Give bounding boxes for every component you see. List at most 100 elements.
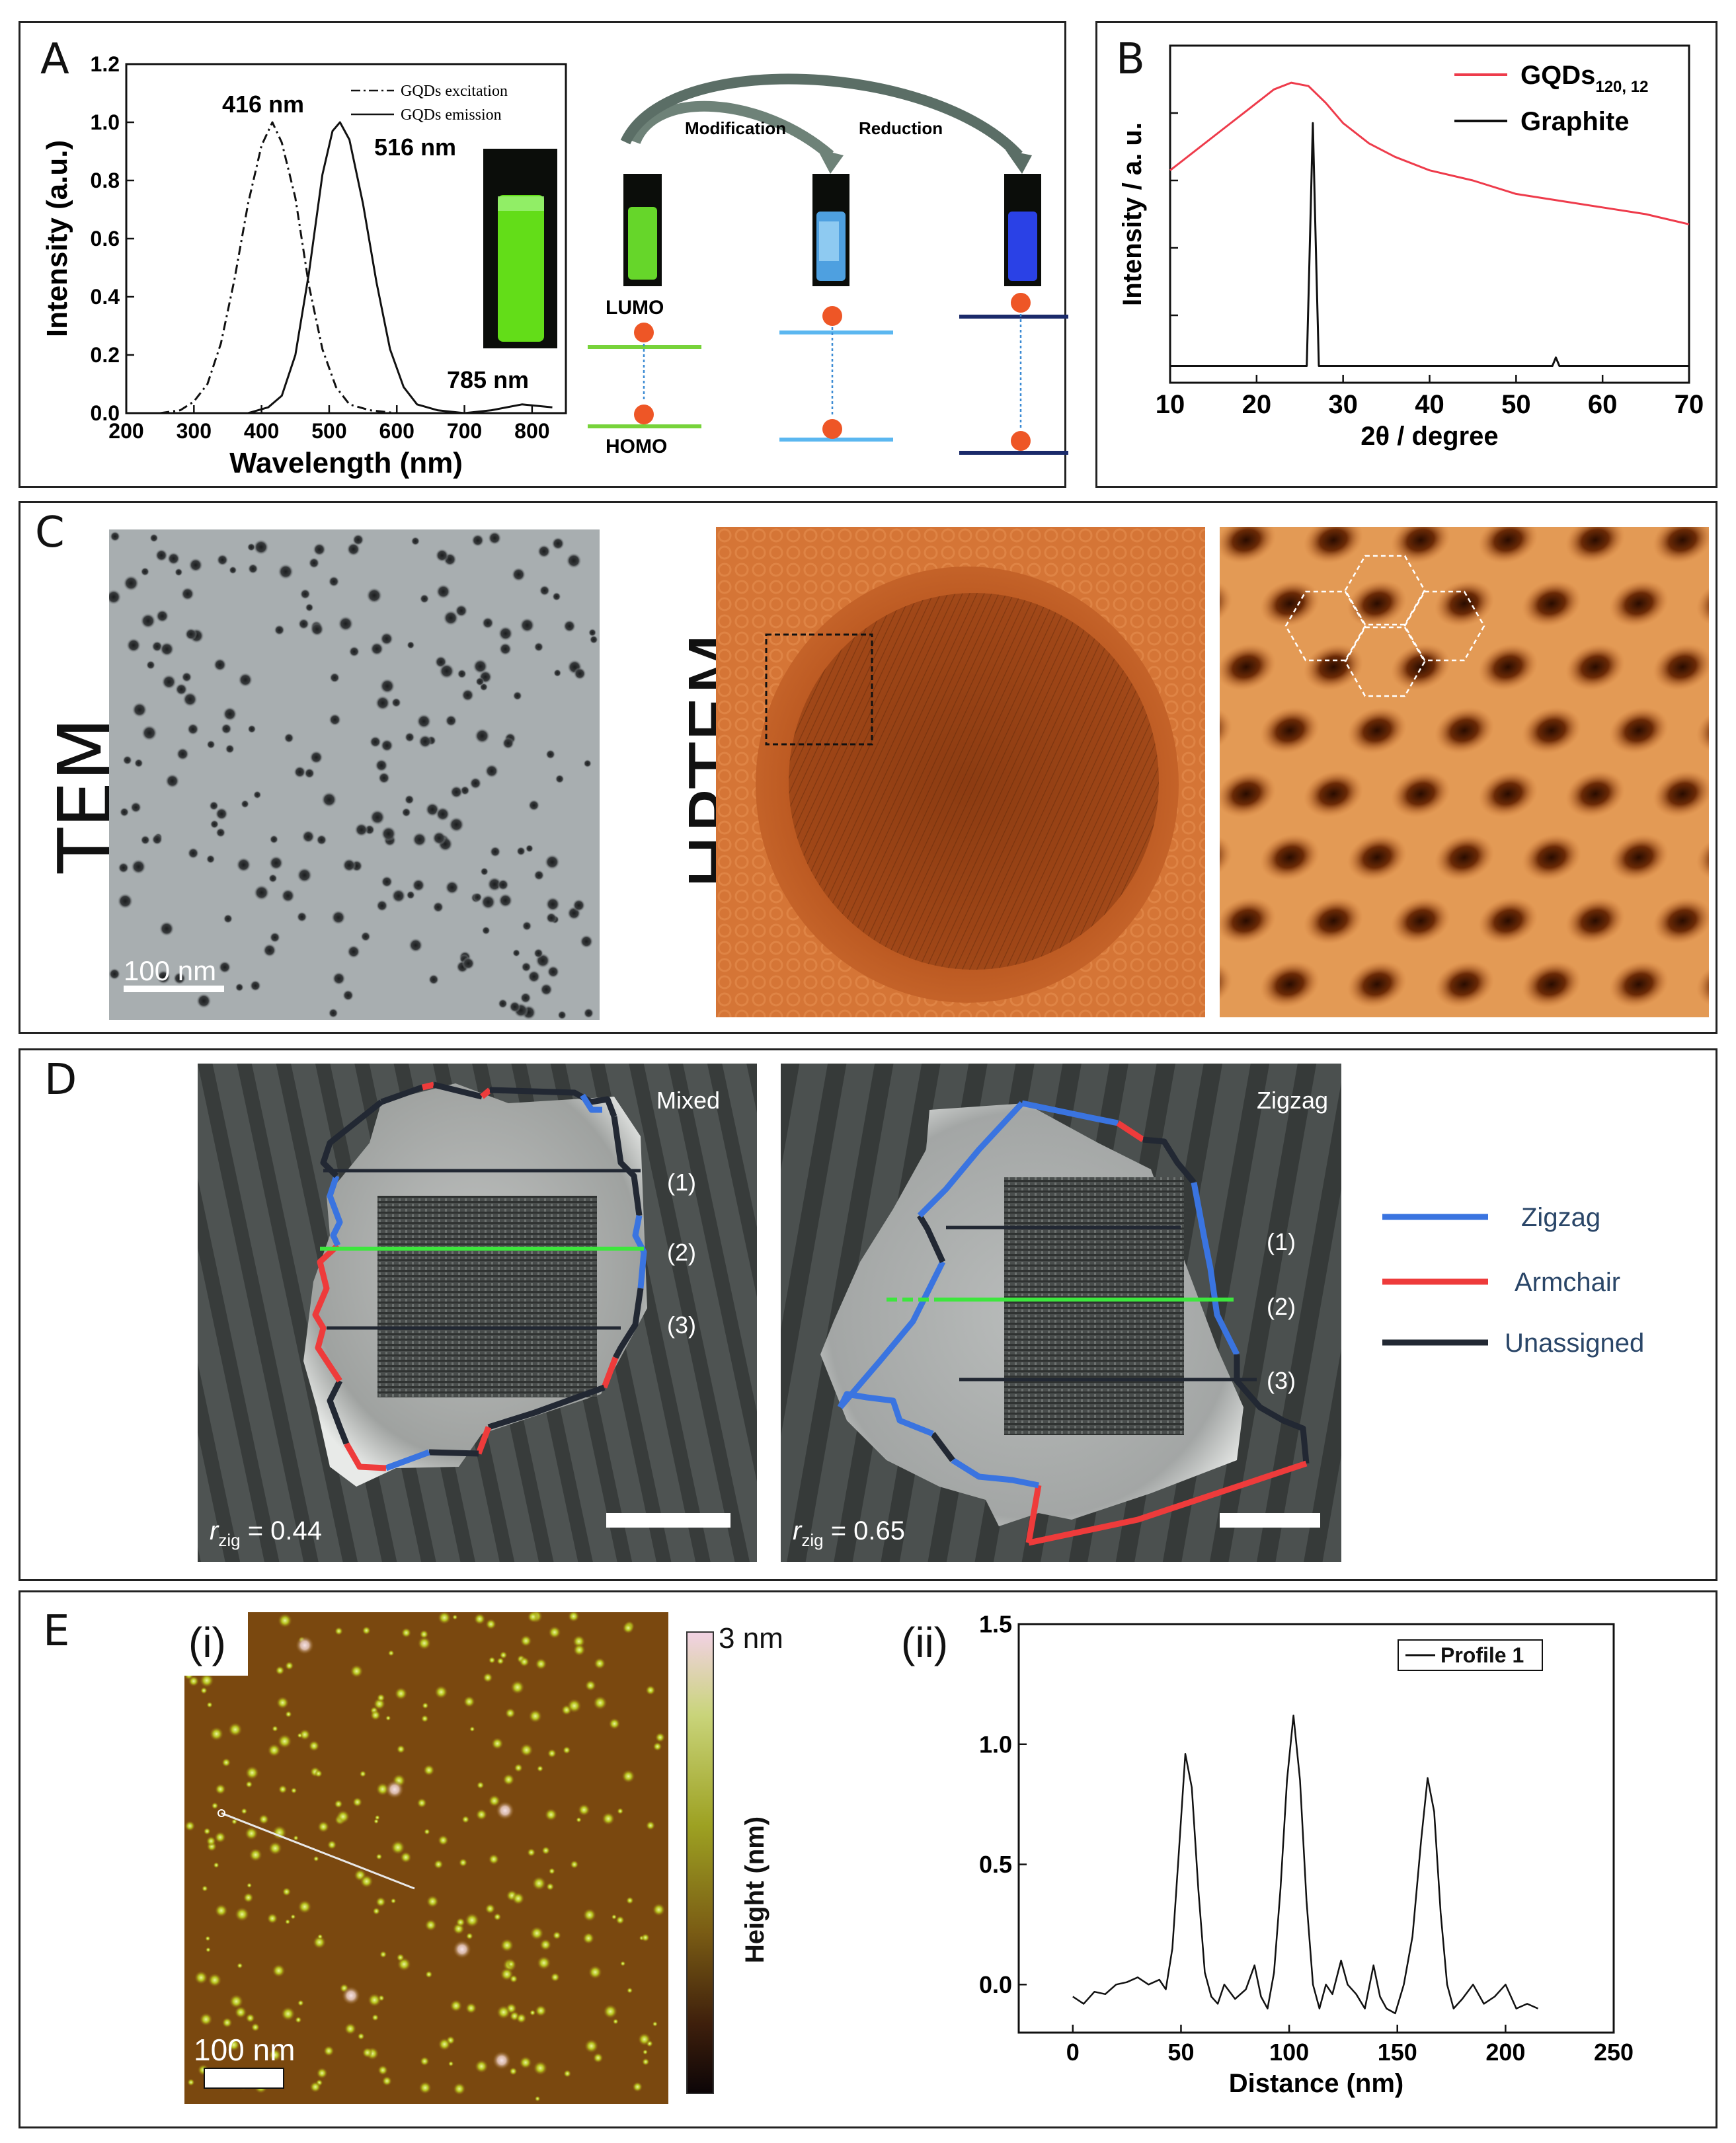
afm-particle — [385, 1715, 391, 1721]
x-tick-label: 200 — [108, 419, 143, 443]
y-tick-label: 0.5 — [979, 1851, 1012, 1878]
tem-particle — [474, 728, 491, 744]
afm-particle — [455, 1918, 465, 1928]
tem-particle — [262, 943, 277, 957]
tem-particle — [404, 795, 414, 805]
afm-particle — [510, 1680, 525, 1695]
tem-particle — [215, 807, 228, 820]
tem-particle — [222, 707, 237, 722]
x-tick-label: 300 — [177, 419, 212, 443]
x-tick-label: 30 — [1328, 390, 1358, 419]
panel-e-label: E — [43, 1607, 70, 1656]
tem-particle — [488, 531, 502, 545]
tem-particle — [309, 750, 323, 764]
afm-particle — [375, 1853, 383, 1860]
tem-particle — [269, 835, 279, 844]
hrtem-zoom-image — [1220, 527, 1709, 1017]
lattice-hole — [1565, 527, 1625, 564]
afm-particle — [285, 1919, 291, 1925]
afm-particle — [594, 1657, 606, 1670]
afm-particle — [453, 2082, 466, 2095]
afm-particle — [419, 1629, 429, 1639]
afm-particle — [475, 1809, 487, 1820]
afm-particle — [527, 1848, 536, 1857]
afm-particle — [519, 1656, 530, 1667]
afm-particle — [266, 1913, 278, 1924]
legend-excitation-text: GQDs excitation — [401, 83, 508, 100]
afm-particle — [258, 1814, 269, 1825]
colorbar-top-label: 3 nm — [719, 1622, 783, 1655]
afm-particle — [235, 1907, 249, 1922]
afm-particle — [272, 1964, 286, 1978]
tem-particle — [321, 791, 337, 808]
x-axis-label: Distance (nm) — [1229, 2069, 1404, 2098]
tem-particle — [329, 672, 340, 683]
tem-particle — [418, 734, 432, 749]
afm-particle — [615, 1916, 625, 1925]
afm-particle — [642, 2058, 650, 2066]
tem-particle — [579, 935, 594, 949]
afm-particle — [617, 1807, 624, 1814]
y-axis-label: Intensity (a.u.) — [41, 140, 73, 337]
tem-particle — [253, 791, 262, 799]
legend-profile-text: Profile 1 — [1440, 1643, 1524, 1667]
afm-particle — [584, 1680, 596, 1692]
tem-particle — [281, 888, 296, 903]
afm-particle — [350, 1664, 364, 1678]
lattice-hole — [1347, 580, 1407, 627]
y-tick-label: 1.5 — [979, 1611, 1012, 1638]
lattice-hole — [1609, 834, 1669, 881]
tem-particle — [471, 533, 485, 547]
afm-particle — [211, 1802, 219, 1810]
tem-particle — [480, 867, 489, 876]
tem-particle — [583, 759, 592, 768]
afm-particle — [465, 1932, 473, 1940]
x-tick-label: 60 — [1588, 390, 1618, 419]
afm-particle — [316, 2067, 328, 2079]
afm-particle — [548, 1625, 561, 1639]
tem-particle — [328, 576, 340, 588]
tem-particle — [475, 677, 485, 686]
energy-diagram: Modification Reduction LUMO HOMO — [588, 73, 1068, 457]
afm-colorbar: 3 nm Height (nm) — [686, 1622, 783, 2094]
tem-particle — [294, 765, 306, 779]
x-tick-label: 10 — [1156, 390, 1185, 419]
lattice-hole — [1653, 770, 1709, 818]
afm-particle — [533, 2060, 548, 2076]
afm-particle — [418, 2081, 432, 2094]
tem-particle — [119, 807, 130, 817]
afm-particle — [603, 2004, 618, 2019]
afm-particle — [401, 1627, 412, 1638]
afm-particle — [379, 1951, 387, 1959]
afm-particle — [652, 2021, 658, 2027]
afm-particle — [297, 1900, 312, 1914]
tem-particle — [498, 643, 512, 656]
afm-particle — [208, 1973, 222, 1987]
afm-particle — [308, 1740, 320, 1752]
x-tick-label: 50 — [1501, 390, 1531, 419]
afm-particle — [621, 1770, 635, 1783]
zigzag-title: Zigzag — [1257, 1087, 1328, 1114]
afm-particle — [645, 1685, 656, 1695]
arrow-reduction-head — [1006, 150, 1032, 174]
tem-particle — [181, 672, 192, 683]
tem-particle — [299, 588, 311, 600]
afm-particle — [550, 1972, 560, 1982]
afm-particle — [362, 2047, 373, 2058]
afm-particle — [228, 1722, 243, 1737]
tem-particle — [126, 638, 141, 653]
lattice-hole — [1565, 897, 1625, 945]
tem-particle — [216, 554, 229, 566]
x-tick-label: 50 — [1167, 2039, 1194, 2066]
afm-particle — [245, 1780, 253, 1788]
legend-armchair-text: Armchair — [1515, 1268, 1620, 1297]
tem-particle — [173, 972, 186, 985]
lattice-hole — [1435, 707, 1494, 754]
afm-large-particle — [496, 1801, 514, 1820]
zigzag-scale-bar — [1220, 1513, 1320, 1528]
tem-particle — [131, 859, 146, 875]
afm-particle — [465, 1913, 479, 1928]
hrtem-zoom-box — [765, 633, 873, 746]
series-line-profile-1 — [1072, 1714, 1539, 2015]
afm-particle — [588, 1965, 602, 1979]
